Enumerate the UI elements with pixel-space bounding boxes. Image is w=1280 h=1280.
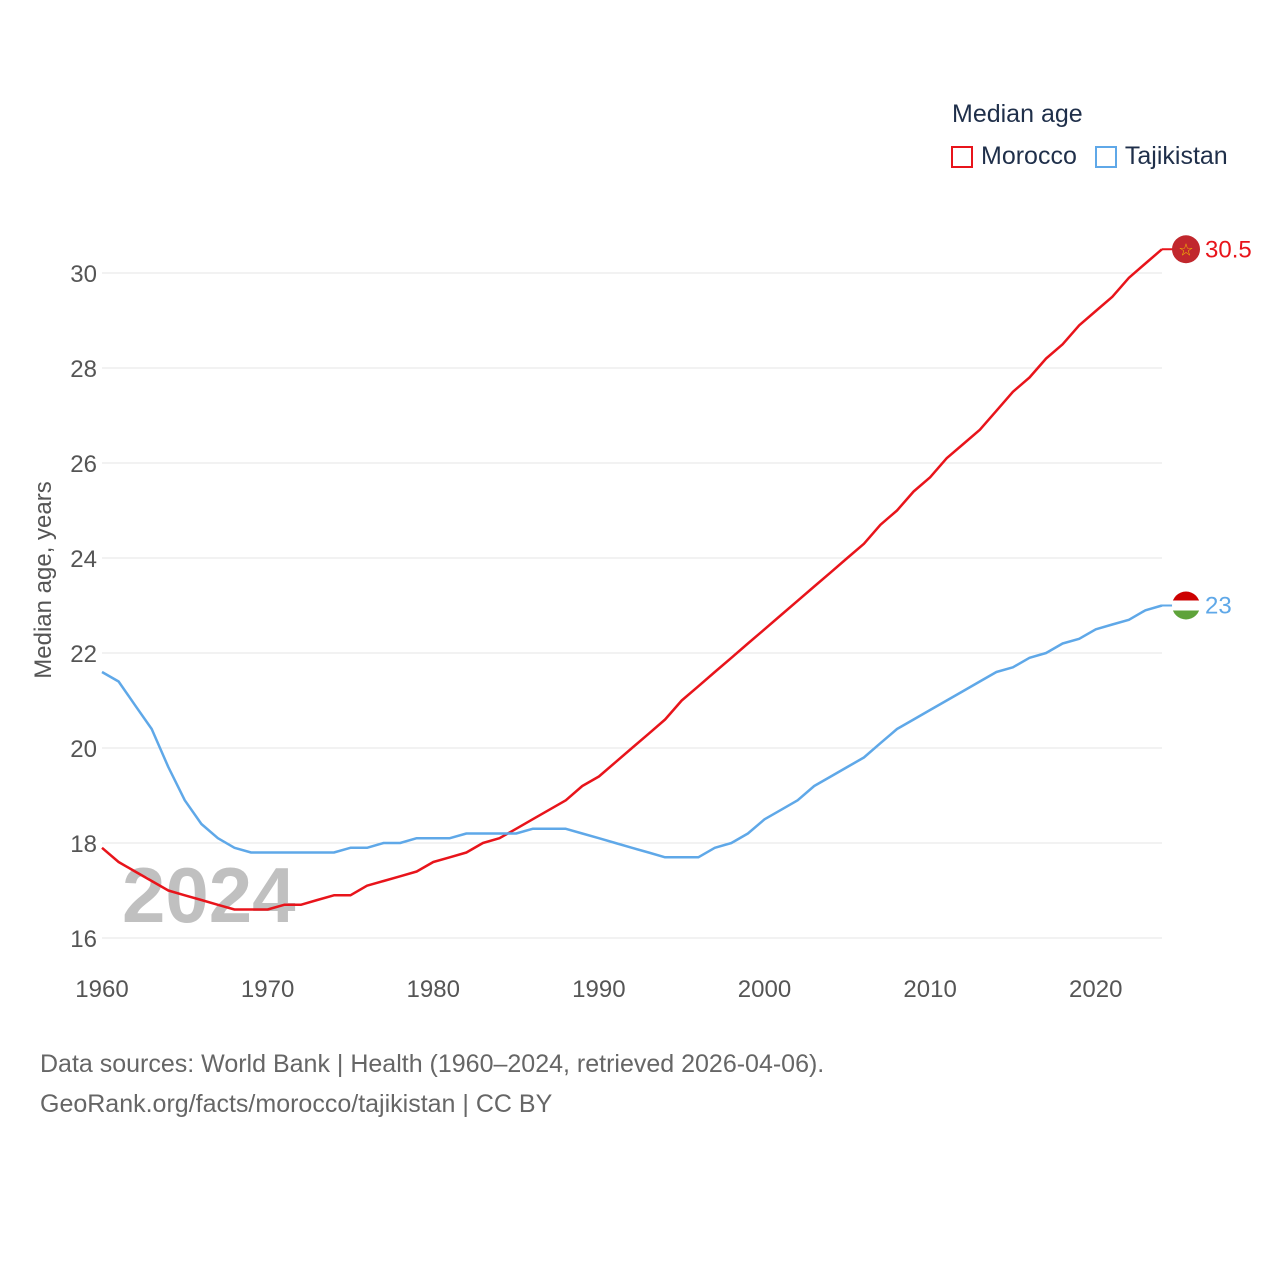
end-value-label-tajikistan: 23 (1205, 593, 1232, 620)
y-tick-label-16: 16 (70, 926, 97, 953)
legend-label-morocco: Morocco (981, 142, 1077, 170)
legend-item-morocco[interactable]: Morocco (951, 142, 1077, 171)
y-tick-label-22: 22 (70, 641, 97, 668)
end-value-label-morocco: 30.5 (1205, 236, 1252, 263)
legend-swatch-morocco (951, 145, 973, 168)
x-tick-label-2010: 2010 (903, 976, 956, 1003)
y-tick-label-26: 26 (70, 451, 97, 478)
legend-label-tajikistan: Tajikistan (1124, 142, 1228, 170)
morocco-flag-icon (1172, 235, 1200, 264)
legend-swatch-tajikistan (1094, 145, 1117, 168)
y-tick-label-18: 18 (70, 831, 97, 858)
y-tick-label-20: 20 (70, 736, 97, 763)
tajikistan-flag-band (1172, 591, 1200, 601)
tajikistan-flag-icon (1172, 591, 1200, 620)
year-watermark: 2024 (122, 851, 296, 939)
legend: Morocco Tajikistan (951, 142, 1246, 171)
y-tick-label-24: 24 (70, 546, 97, 573)
x-tick-label-2000: 2000 (738, 976, 791, 1003)
data-source-note: Data sources: World Bank | Health (1960–… (40, 1050, 825, 1078)
x-tick-label-1970: 1970 (241, 976, 294, 1003)
morocco-flag-star-icon: ☆ (1178, 240, 1193, 260)
footer: Data sources: World Bank | Health (1960–… (40, 1044, 824, 1124)
legend-title: Median age (952, 100, 1083, 128)
x-tick-label-1960: 1960 (75, 976, 128, 1003)
y-tick-label-30: 30 (70, 261, 97, 288)
y-tick-label-28: 28 (70, 356, 97, 383)
x-tick-label-1990: 1990 (572, 976, 625, 1003)
series-line-morocco (101, 248, 1163, 911)
tajikistan-flag-band (1172, 600, 1200, 611)
y-axis-label: Median age, years (30, 481, 57, 678)
attribution-link[interactable]: GeoRank.org/facts/morocco/tajikistan | C… (40, 1090, 553, 1118)
x-tick-label-1980: 1980 (407, 976, 460, 1003)
x-tick-label-2020: 2020 (1069, 976, 1122, 1003)
series-line-tajikistan (101, 604, 1163, 859)
legend-item-tajikistan[interactable]: Tajikistan (1094, 142, 1228, 171)
tajikistan-flag-band (1172, 610, 1200, 620)
